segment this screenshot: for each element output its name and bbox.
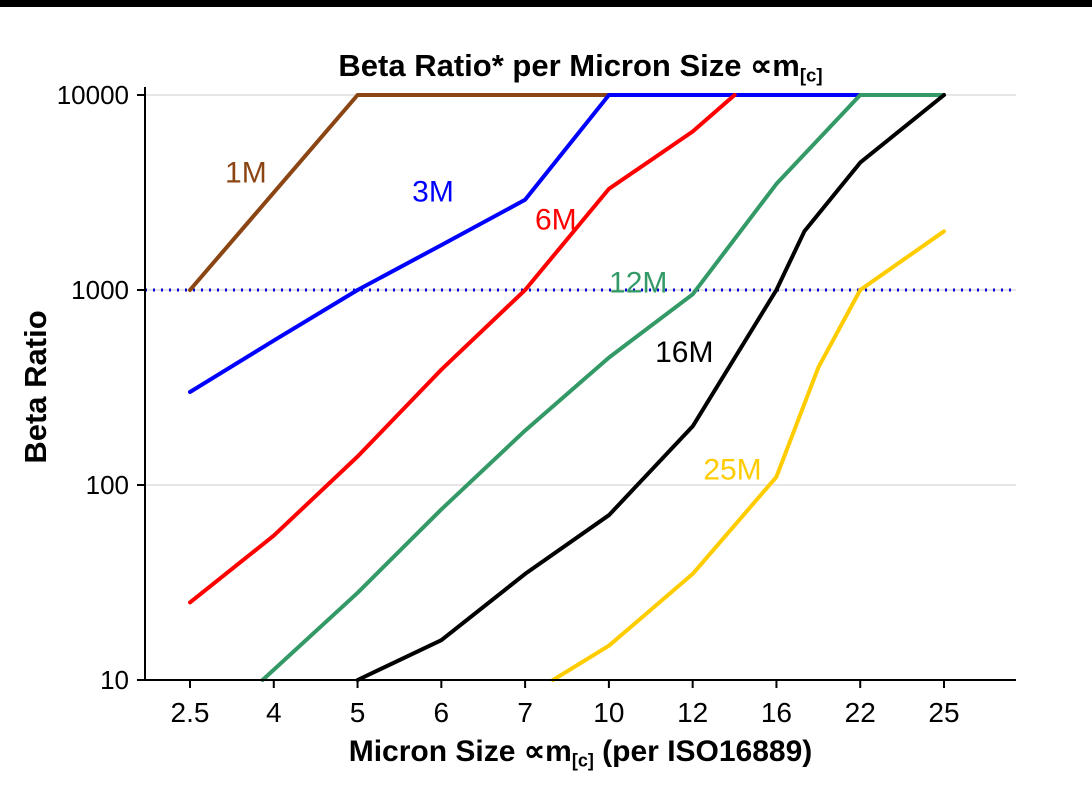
x-tick-label-2.5: 2.5 xyxy=(171,697,210,728)
x-tick-label-25: 25 xyxy=(928,697,959,728)
series-label-3M: 3M xyxy=(412,176,454,209)
y-tick-label-10: 10 xyxy=(100,665,129,695)
series-label-12M: 12M xyxy=(609,267,667,300)
chart-title: Beta Ratio* per Micron Size ∝m[c] xyxy=(145,48,1016,87)
chart-title-text: Beta Ratio* per Micron Size ∝m xyxy=(338,48,800,83)
series-label-6M: 6M xyxy=(535,204,577,237)
y-axis-label: Beta Ratio xyxy=(18,310,53,464)
series-line-3M xyxy=(188,93,863,394)
x-axis-label-subscript: [c] xyxy=(571,750,594,771)
series-line-12M xyxy=(260,93,946,682)
x-axis-label-text: Micron Size ∝m xyxy=(348,735,572,768)
x-axis-label-suffix: (per ISO16889) xyxy=(593,735,813,768)
x-tick-label-6: 6 xyxy=(434,697,450,728)
series-label-16M: 16M xyxy=(655,336,713,369)
y-tick-label-10000: 10000 xyxy=(57,80,129,110)
series-line-6M xyxy=(188,93,737,605)
series-line-25M xyxy=(551,229,946,682)
series-label-25M: 25M xyxy=(703,454,761,487)
series-label-1M: 1M xyxy=(225,157,267,190)
chart-title-subscript: [c] xyxy=(799,64,823,86)
top-border xyxy=(0,0,1092,7)
x-tick-label-5: 5 xyxy=(350,697,366,728)
series-line-16M xyxy=(355,93,946,682)
x-tick-label-7: 7 xyxy=(517,697,533,728)
x-axis-label: Micron Size ∝m[c] (per ISO16889) xyxy=(145,734,1016,771)
x-tick-label-4: 4 xyxy=(266,697,282,728)
x-tick-label-10: 10 xyxy=(593,697,624,728)
y-tick-label-100: 100 xyxy=(86,470,129,500)
x-tick-label-12: 12 xyxy=(677,697,708,728)
series-line-1M xyxy=(188,93,611,292)
x-tick-label-16: 16 xyxy=(761,697,792,728)
x-tick-label-22: 22 xyxy=(845,697,876,728)
y-tick-label-1000: 1000 xyxy=(71,275,129,305)
